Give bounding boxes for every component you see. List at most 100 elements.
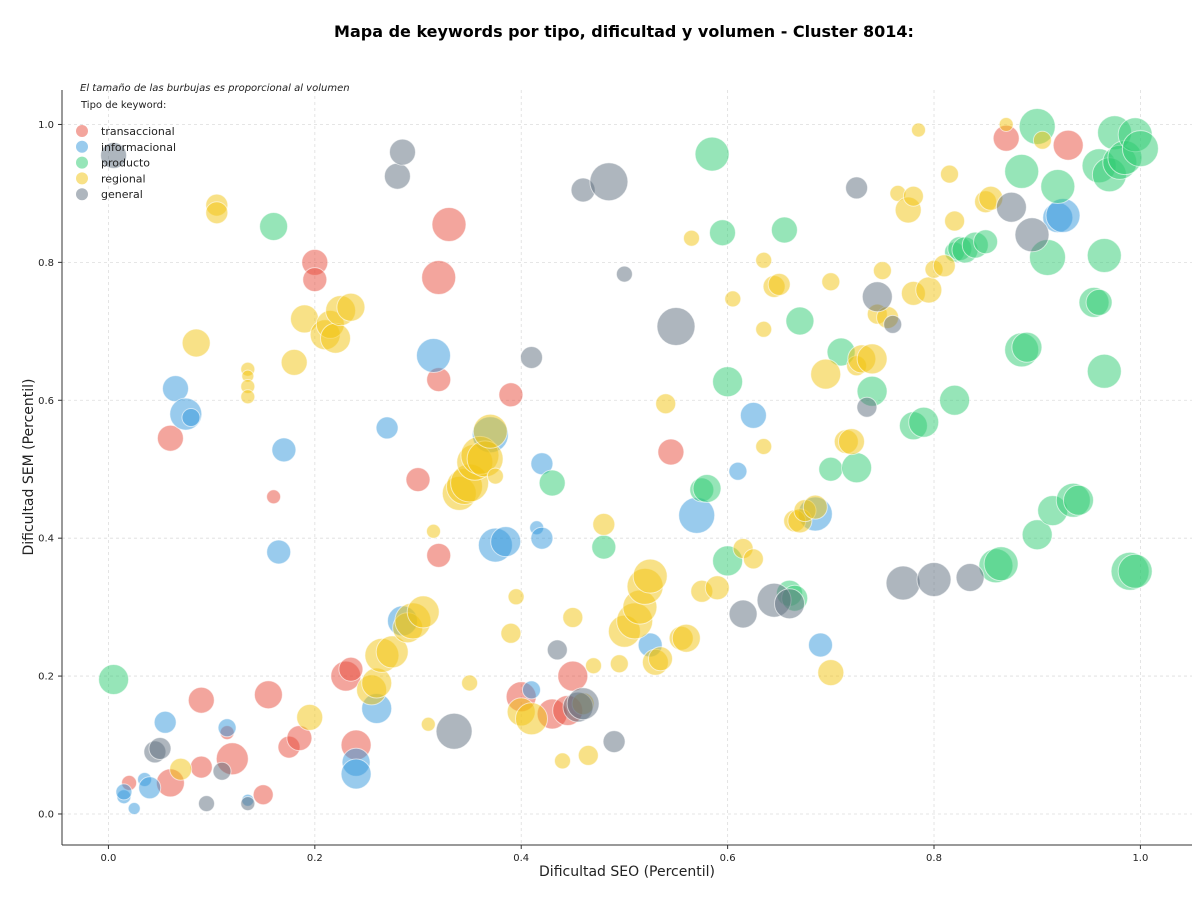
legend-marker-general (76, 188, 88, 201)
bubble-informacional-28 (728, 461, 748, 481)
bubble-informacional-29 (739, 401, 767, 429)
bubble-general-26 (916, 562, 952, 597)
x-tick-label-3: 0.6 (720, 853, 736, 864)
bubble-regional-71 (821, 272, 841, 292)
bubble-producto-1 (259, 212, 289, 241)
bubble-general-4 (212, 761, 232, 781)
bubble-informacional-16 (375, 416, 399, 440)
bubble-regional-8 (280, 348, 308, 376)
bubble-regional-63 (755, 438, 773, 455)
bubble-regional-52 (655, 393, 677, 415)
bubble-regional-38 (554, 752, 571, 770)
bubble-general-23 (861, 281, 893, 313)
bubble-producto-28 (1004, 153, 1040, 189)
bubble-producto-13 (785, 306, 815, 336)
bubble-producto-27 (983, 546, 1019, 582)
bubble-regional-89 (940, 164, 959, 184)
legend-label-informacional: informacional (101, 141, 176, 154)
bubble-regional-41 (577, 744, 599, 766)
bubble-general-2 (148, 737, 172, 760)
bubble-general-10 (546, 639, 568, 661)
bubble-informacional-6 (217, 718, 237, 738)
bubble-general-0 (100, 142, 128, 169)
legend-marker-informacional (76, 140, 88, 153)
bubble-regional-69 (802, 494, 828, 520)
bubble-producto-31 (1021, 519, 1053, 551)
bubble-regional-70 (810, 358, 842, 390)
bubble-regional-58 (724, 290, 742, 308)
bubble-producto-14 (818, 456, 844, 482)
bubble-regional-22 (406, 595, 440, 629)
bubble-producto-3 (591, 534, 617, 560)
bubble-informacional-22 (522, 680, 541, 700)
bubble-regional-77 (856, 343, 888, 375)
bubble-informacional-12 (271, 437, 297, 463)
bubble-producto-19 (908, 406, 940, 438)
y-tick-label-0: 0.0 (38, 809, 54, 820)
x-tick-label-2: 0.4 (513, 853, 529, 864)
bubble-transaccional-6 (252, 784, 274, 806)
bubble-regional-44 (609, 654, 629, 674)
x-tick-label-5: 1.0 (1132, 853, 1148, 864)
bubble-general-21 (845, 176, 869, 200)
legend-marker-producto (76, 156, 88, 169)
bubble-general-16 (615, 265, 633, 283)
legend-marker-regional (76, 172, 88, 185)
bubble-transaccional-16 (302, 267, 328, 293)
bubble-informacional-11 (266, 539, 292, 565)
bubble-general-17 (656, 307, 696, 346)
legend-label-producto: producto (101, 157, 150, 170)
y-tick-label-4: 0.8 (38, 258, 54, 269)
x-tick-label-0: 0.0 (100, 853, 116, 864)
bubble-regional-10 (296, 703, 324, 731)
bubble-producto-9 (712, 366, 744, 398)
bubble-producto-16 (841, 452, 873, 484)
bubble-regional-42 (585, 657, 602, 675)
x-tick-label-1: 0.2 (307, 853, 323, 864)
bubble-general-9 (520, 346, 543, 369)
bubbles (98, 108, 1159, 815)
bubble-transaccional-25 (557, 660, 589, 692)
bubble-regional-7 (240, 389, 256, 405)
bubble-informacional-33 (1045, 198, 1081, 233)
bubble-regional-19 (375, 635, 409, 669)
y-tick-label-3: 0.6 (38, 396, 54, 407)
bubble-general-29 (1014, 217, 1050, 253)
bubble-producto-41 (1086, 353, 1122, 389)
bubble-regional-55 (683, 229, 700, 247)
bubble-producto-50 (1121, 130, 1159, 168)
bubble-regional-32 (461, 674, 479, 692)
legend-label-regional: regional (101, 172, 146, 185)
bubble-regional-79 (872, 261, 892, 281)
bubble-transaccional-11 (338, 656, 364, 682)
bubble-regional-0 (169, 757, 193, 781)
bubble-producto-35 (1040, 169, 1076, 204)
legend-label-transaccional: transaccional (101, 125, 175, 138)
bubble-regional-72 (817, 659, 845, 687)
bubble-regional-90 (944, 210, 966, 232)
bubble-informacional-2 (127, 802, 141, 815)
bubble-informacional-14 (340, 758, 372, 790)
bubble-regional-88 (932, 254, 956, 278)
y-tick-label-1: 0.2 (38, 672, 54, 683)
bubble-transaccional-22 (498, 382, 524, 408)
bubble-general-24 (883, 314, 903, 334)
bubble-informacional-31 (808, 632, 833, 658)
bubble-regional-60 (742, 548, 764, 570)
chart-title: Mapa de keywords por tipo, dificultad y … (334, 22, 914, 41)
legend-marker-transaccional (76, 125, 88, 137)
bubble-general-22 (856, 396, 878, 418)
bubble-transaccional-20 (405, 467, 431, 493)
bubble-transaccional-18 (421, 260, 457, 295)
bubble-producto-0 (98, 664, 130, 695)
y-tick-label-2: 0.4 (38, 534, 54, 545)
x-tick-label-4: 0.8 (926, 853, 942, 864)
bubble-general-6 (383, 162, 411, 190)
bubble-regional-17 (361, 667, 393, 699)
axes (61, 90, 1192, 846)
bubble-regional-62 (755, 320, 773, 338)
bubble-transaccional-17 (431, 207, 467, 242)
bubble-informacional-1 (115, 783, 133, 801)
bubble-transaccional-27 (657, 438, 685, 466)
